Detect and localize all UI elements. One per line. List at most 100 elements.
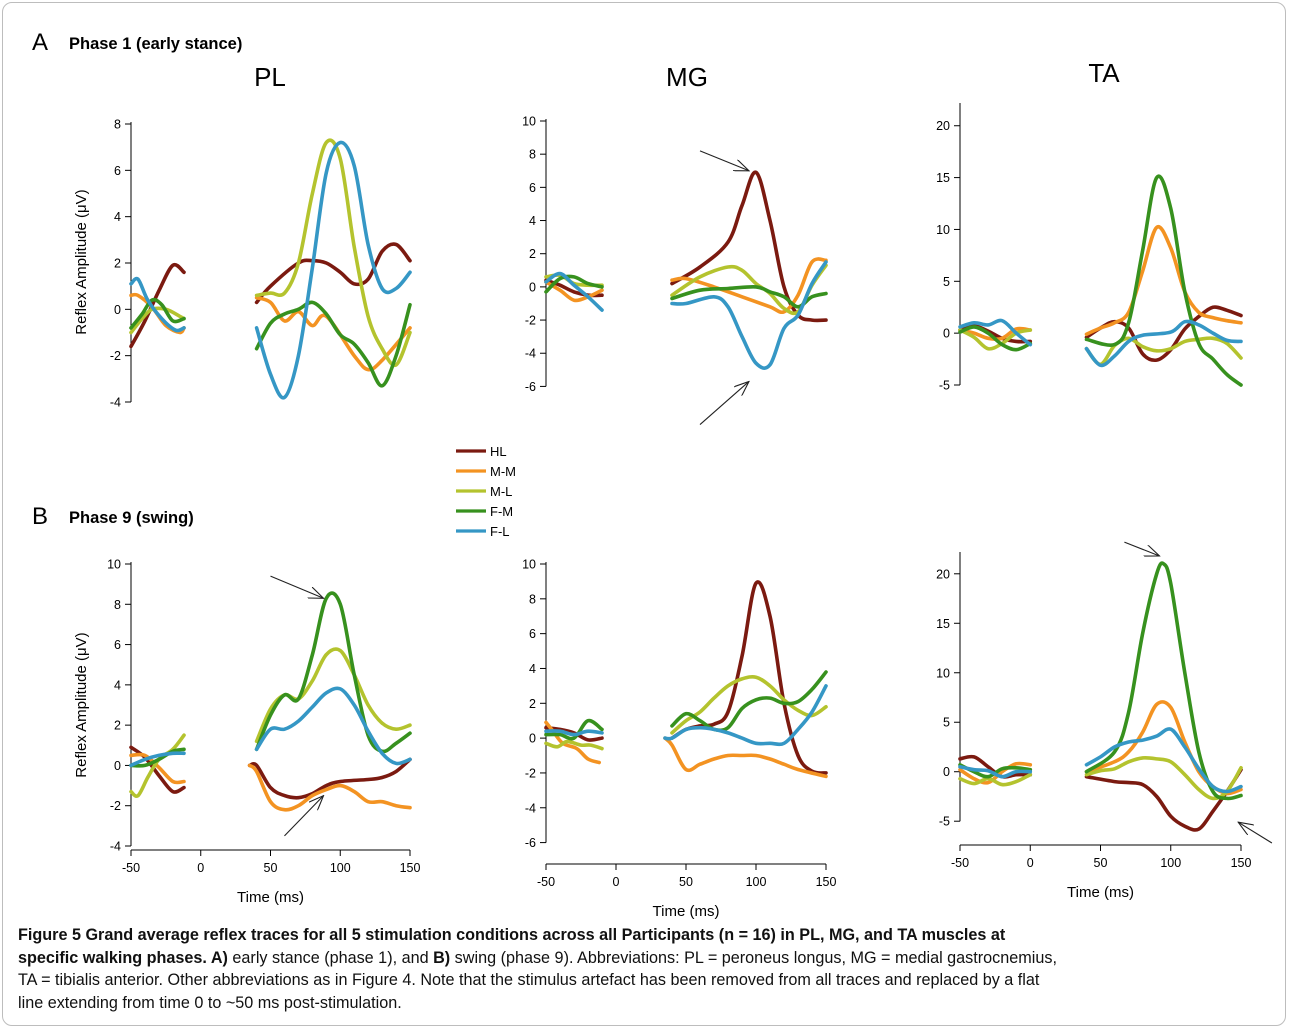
series-f-m: [129, 591, 412, 768]
caption-line-3: TA = tibialis anterior. Other abbreviati…: [18, 971, 1040, 990]
y-axis-label: Reflex Amplitude (μV): [73, 632, 90, 777]
series-line: [129, 306, 186, 335]
x-tick-label: 0: [1027, 856, 1034, 870]
y-tick-label: -4: [525, 801, 536, 815]
caption-line-4: line extending from time 0 to ~50 ms pos…: [18, 993, 402, 1012]
annotation-arrow: [699, 150, 749, 171]
y-tick-label: 6: [114, 164, 121, 178]
series-line: [1084, 727, 1243, 794]
x-tick-label: 150: [1231, 856, 1252, 870]
y-tick-label: -2: [110, 349, 121, 363]
series-line: [958, 772, 1033, 787]
series-line: [254, 138, 412, 368]
series-line: [958, 761, 1033, 785]
series-line: [1084, 561, 1243, 801]
annotation-arrow: [1238, 822, 1273, 844]
y-tick-label: -4: [110, 396, 121, 410]
legend-label: M-M: [490, 464, 516, 479]
series-m-m: [129, 752, 412, 812]
series-f-m: [544, 670, 828, 741]
series-f-l: [544, 684, 828, 747]
y-tick-label: 5: [943, 716, 950, 730]
x-tick-label: 0: [613, 875, 620, 889]
series-line: [544, 271, 604, 312]
annotation-arrow: [1124, 541, 1159, 556]
series-line: [254, 140, 412, 400]
series-line: [254, 300, 412, 388]
series-line: [958, 325, 1033, 352]
series-line: [1084, 767, 1243, 832]
y-tick-label: 2: [529, 697, 536, 711]
x-axis-label: Time (ms): [237, 889, 304, 906]
caption-line-2: specific walking phases. A) early stance…: [18, 947, 1280, 970]
x-tick-label: 150: [400, 861, 421, 875]
series-hl: [129, 242, 412, 349]
y-tick-label: 0: [529, 732, 536, 746]
series-line: [129, 751, 186, 768]
y-tick-label: 0: [943, 765, 950, 779]
series-line: [254, 296, 412, 372]
y-tick-label: 8: [529, 592, 536, 606]
x-tick-label: 0: [197, 861, 204, 875]
series-m-l: [129, 647, 412, 798]
series-line: [129, 262, 186, 349]
y-tick-label: 6: [529, 627, 536, 641]
figure-caption: Figure 5 Grand average reflex traces for…: [18, 924, 1280, 1014]
figure-canvas: A Phase 1 (early stance) B Phase 9 (swin…: [32, 29, 1273, 920]
series-line: [129, 297, 186, 330]
legend-item-f-m: F-M: [456, 504, 513, 519]
series-line: [254, 686, 412, 766]
annotation-arrow: [270, 575, 324, 598]
series-line: [254, 591, 412, 754]
series-f-m: [958, 561, 1243, 801]
y-tick-label: 0: [114, 303, 121, 317]
series-line: [958, 318, 1033, 347]
caption-line-1: Figure 5 Grand average reflex traces for…: [18, 926, 1006, 944]
x-axis-label: Time (ms): [1067, 884, 1134, 901]
panel-title-b: Phase 9 (swing): [69, 509, 194, 527]
y-tick-label: 4: [114, 678, 121, 692]
series-f-l: [958, 727, 1243, 794]
series-m-l: [958, 755, 1243, 801]
annotation-arrow: [284, 796, 323, 837]
y-tick-label: -2: [525, 766, 536, 780]
y-tick-label: 6: [114, 638, 121, 652]
y-tick-label: 2: [114, 719, 121, 733]
caption-seg-b: B): [433, 948, 451, 967]
x-tick-label: -50: [951, 856, 969, 870]
x-tick-label: 50: [1094, 856, 1108, 870]
series-line: [544, 739, 604, 751]
y-tick-label: 0: [943, 327, 950, 341]
series-line: [129, 747, 186, 768]
legend-label: F-M: [490, 504, 513, 519]
series-line: [958, 765, 1033, 779]
y-tick-label: 2: [529, 247, 536, 261]
y-tick-label: 15: [936, 617, 950, 631]
series-line: [670, 670, 828, 733]
legend-item-m-m: M-M: [456, 464, 516, 479]
series-m-m: [129, 292, 412, 372]
y-tick-label: 4: [529, 662, 536, 676]
legend: HL M-M M-L F-M F-L: [456, 444, 516, 539]
chart-title: PL: [254, 62, 286, 92]
series-line: [1084, 174, 1243, 387]
x-tick-label: 100: [1160, 856, 1181, 870]
series-line: [129, 276, 186, 333]
series-m-l: [544, 674, 828, 751]
y-tick-label: 20: [936, 119, 950, 133]
caption-line-2-lead: specific walking phases.: [18, 948, 211, 967]
chart-title: MG: [666, 62, 708, 92]
series-line: [663, 684, 828, 747]
legend-item-m-l: M-L: [456, 484, 512, 499]
x-tick-label: -50: [537, 875, 555, 889]
series-line: [544, 274, 604, 294]
x-tick-label: 50: [264, 861, 278, 875]
series-line: [1084, 224, 1243, 336]
x-tick-label: -50: [122, 861, 140, 875]
y-tick-label: 2: [114, 257, 121, 271]
y-tick-label: -6: [525, 380, 536, 394]
y-tick-label: 0: [529, 280, 536, 294]
legend-item-hl: HL: [456, 444, 507, 459]
legend-item-f-l: F-L: [456, 524, 510, 539]
